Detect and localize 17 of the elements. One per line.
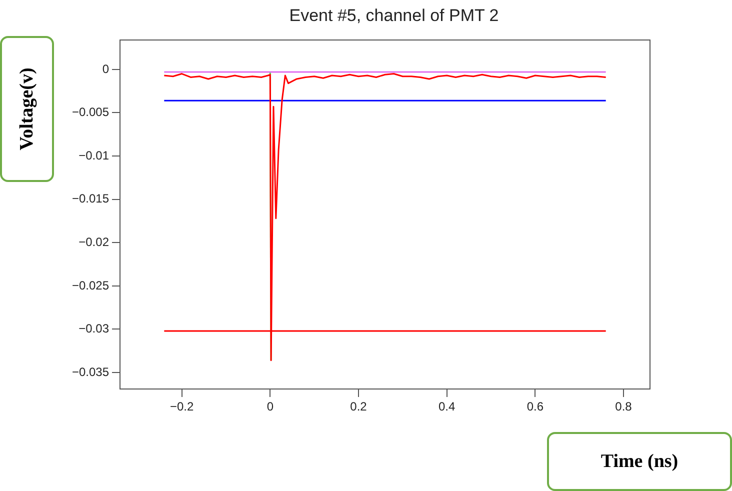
- y-axis-title: Voltage(v): [16, 68, 38, 150]
- y-tick-label: −0.02: [78, 234, 110, 249]
- y-tick-label: −0.035: [72, 364, 110, 379]
- y-tick-label: −0.005: [72, 105, 110, 120]
- x-tick-label: 0.2: [350, 400, 368, 414]
- chart-title: Event #5, channel of PMT 2: [288, 6, 500, 26]
- x-tick-label: 0: [266, 400, 274, 414]
- y-tick-label: 0: [102, 62, 110, 76]
- y-tick-label: −0.015: [72, 192, 110, 206]
- x-tick-label: 0.4: [438, 400, 456, 414]
- y-tick-label: −0.025: [72, 278, 110, 292]
- x-tick-label: 0.6: [526, 400, 544, 414]
- y-tick-label: −0.03: [78, 322, 110, 336]
- x-tick-label: −0.2: [170, 400, 194, 414]
- x-axis-title: Time (ns): [547, 432, 732, 491]
- x-tick-label: 0.8: [615, 400, 632, 414]
- y-tick-label: −0.01: [78, 148, 110, 162]
